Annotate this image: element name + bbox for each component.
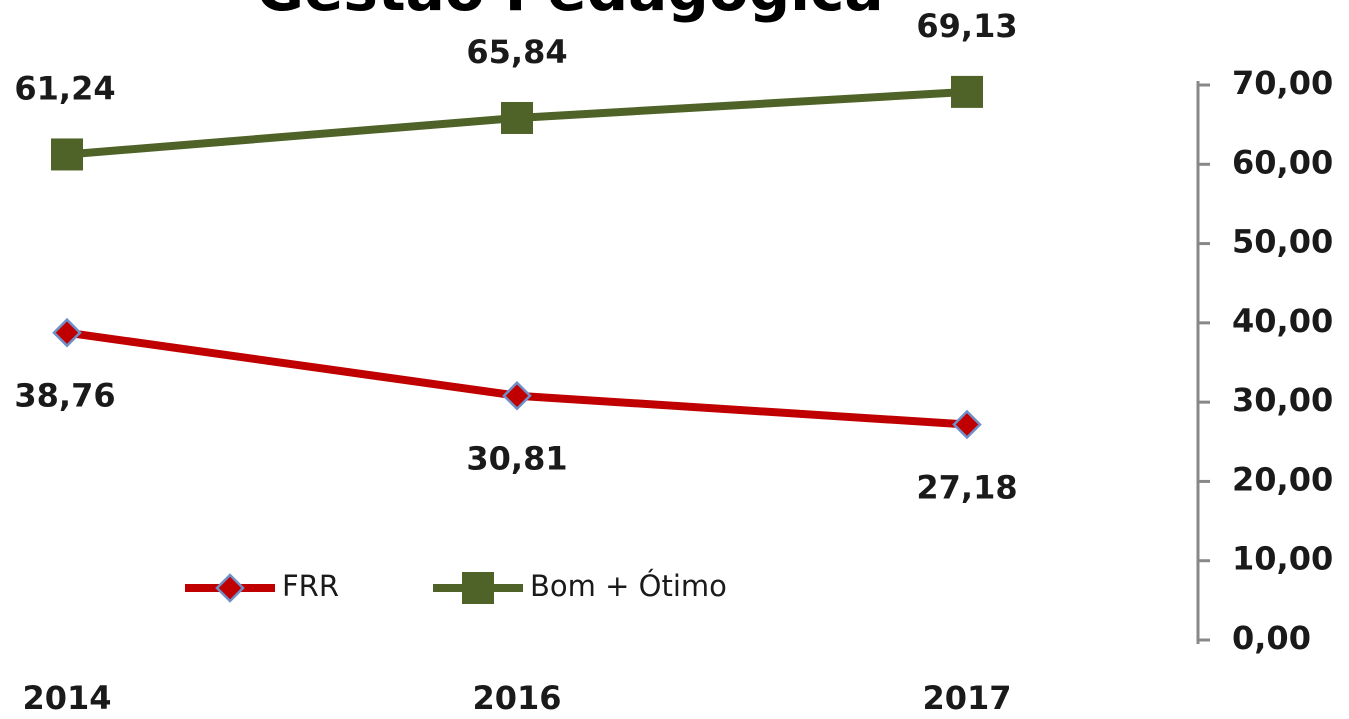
data-label: 65,84 [466,33,567,71]
data-label: 69,13 [916,7,1017,45]
x-tick-label: 2016 [472,679,561,717]
y-tick-label: 10,00 [1232,540,1333,578]
y-tick-label: 50,00 [1232,223,1333,261]
y-tick-label: 60,00 [1232,143,1333,181]
x-tick-label: 2017 [922,679,1011,717]
data-label: 30,81 [466,440,567,478]
x-tick-label: 2014 [22,679,111,717]
data-label: 38,76 [14,377,115,415]
legend-marker [215,573,245,603]
data-point [951,75,983,108]
y-tick-label: 20,00 [1232,460,1333,498]
y-tick-label: 40,00 [1232,302,1333,340]
series-line [66,328,968,429]
y-tick-label: 70,00 [1232,64,1333,102]
data-point [502,380,532,411]
legend-label: FRR [282,569,339,603]
data-point [52,317,82,348]
data-point [952,409,982,440]
legend-marker [462,572,494,604]
data-point [51,138,83,171]
data-label: 61,24 [14,69,115,107]
y-tick-label: 30,00 [1232,381,1333,419]
chart-title: Gestão Pedagógica [256,0,883,24]
data-point [501,101,533,134]
data-label: 27,18 [916,469,1017,507]
y-tick-label: 0,00 [1232,619,1311,657]
legend-label: Bom + Ótimo [530,569,727,603]
